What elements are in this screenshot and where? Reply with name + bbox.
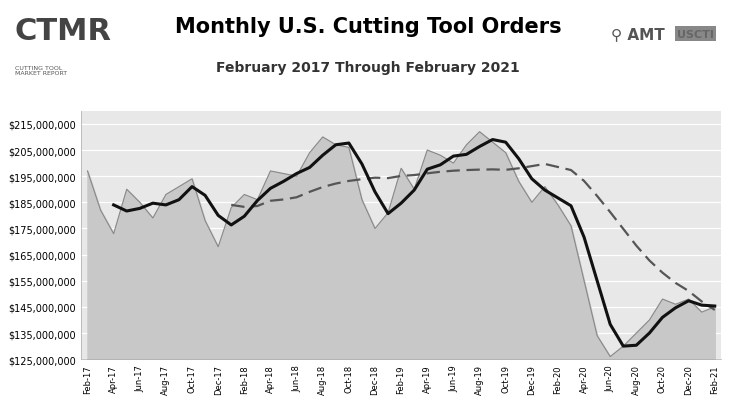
Text: ⚲ AMT: ⚲ AMT bbox=[611, 27, 665, 42]
Text: Monthly U.S. Cutting Tool Orders: Monthly U.S. Cutting Tool Orders bbox=[174, 17, 562, 37]
Text: USCTI: USCTI bbox=[677, 30, 714, 40]
Text: CTMR: CTMR bbox=[15, 17, 112, 46]
Text: February 2017 Through February 2021: February 2017 Through February 2021 bbox=[216, 61, 520, 75]
Text: CUTTING TOOL
MARKET REPORT: CUTTING TOOL MARKET REPORT bbox=[15, 66, 67, 76]
